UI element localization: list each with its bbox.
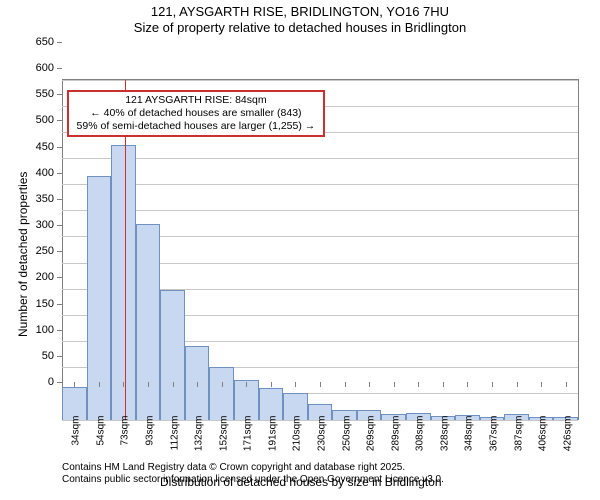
y-tick-mark	[57, 225, 62, 226]
footer-line-1: Contains HM Land Registry data © Crown c…	[62, 462, 444, 474]
chart-titles: 121, AYSGARTH RISE, BRIDLINGTON, YO16 7H…	[0, 0, 600, 37]
x-tick-mark	[541, 382, 542, 387]
x-tick-mark	[418, 382, 419, 387]
x-tick-mark	[222, 382, 223, 387]
x-tick-label: 191sqm	[267, 416, 278, 462]
x-tick-mark	[197, 382, 198, 387]
callout-line: ← 40% of detached houses are smaller (84…	[73, 107, 319, 120]
x-tick-label: 289sqm	[390, 416, 401, 462]
y-tick-label: 500	[28, 114, 54, 126]
x-tick-label: 93sqm	[145, 416, 156, 462]
y-tick-mark	[57, 199, 62, 200]
gridline	[62, 158, 578, 159]
x-tick-label: 348sqm	[464, 416, 475, 462]
x-tick-mark	[74, 382, 75, 387]
y-tick-mark	[57, 330, 62, 331]
x-tick-label: 73sqm	[120, 416, 131, 462]
y-tick-label: 400	[28, 167, 54, 179]
title-line-2: Size of property relative to detached ho…	[0, 20, 600, 36]
y-tick-mark	[57, 147, 62, 148]
y-tick-label: 300	[28, 219, 54, 231]
y-tick-label: 200	[28, 271, 54, 283]
x-tick-mark	[173, 382, 174, 387]
y-tick-mark	[57, 277, 62, 278]
y-tick-mark	[57, 251, 62, 252]
y-tick-mark	[57, 382, 62, 383]
y-tick-mark	[57, 42, 62, 43]
x-tick-label: 171sqm	[243, 416, 254, 462]
x-tick-mark	[271, 382, 272, 387]
y-tick-label: 450	[28, 141, 54, 153]
x-tick-mark	[566, 382, 567, 387]
gridline	[62, 210, 578, 211]
y-tick-label: 150	[28, 298, 54, 310]
x-tick-label: 54sqm	[95, 416, 106, 462]
x-tick-label: 406sqm	[538, 416, 549, 462]
x-tick-mark	[320, 382, 321, 387]
y-tick-label: 50	[28, 350, 54, 362]
x-tick-label: 367sqm	[489, 416, 500, 462]
x-tick-mark	[246, 382, 247, 387]
plot-area: 121 AYSGARTH RISE: 84sqm← 40% of detache…	[62, 79, 579, 420]
y-tick-label: 250	[28, 245, 54, 257]
y-tick-mark	[57, 94, 62, 95]
y-tick-mark	[57, 68, 62, 69]
histogram-bar	[136, 224, 161, 419]
x-tick-label: 210sqm	[292, 416, 303, 462]
x-tick-mark	[467, 382, 468, 387]
x-tick-label: 328sqm	[439, 416, 450, 462]
y-tick-mark	[57, 173, 62, 174]
y-tick-label: 350	[28, 193, 54, 205]
x-tick-label: 426sqm	[562, 416, 573, 462]
y-tick-mark	[57, 304, 62, 305]
callout-box: 121 AYSGARTH RISE: 84sqm← 40% of detache…	[67, 90, 325, 137]
x-tick-label: 387sqm	[513, 416, 524, 462]
gridline	[62, 80, 578, 81]
x-tick-label: 230sqm	[317, 416, 328, 462]
x-tick-mark	[369, 382, 370, 387]
callout-line: 121 AYSGARTH RISE: 84sqm	[73, 94, 319, 107]
y-tick-label: 550	[28, 88, 54, 100]
x-tick-mark	[123, 382, 124, 387]
histogram-bar	[160, 290, 185, 420]
y-tick-mark	[57, 120, 62, 121]
footer: Contains HM Land Registry data © Crown c…	[62, 462, 444, 486]
x-tick-label: 132sqm	[194, 416, 205, 462]
x-tick-mark	[517, 382, 518, 387]
x-tick-mark	[394, 382, 395, 387]
callout-line: 59% of semi-detached houses are larger (…	[73, 120, 319, 133]
y-tick-label: 650	[28, 36, 54, 48]
y-tick-mark	[57, 356, 62, 357]
y-tick-label: 0	[28, 376, 54, 388]
x-tick-label: 152sqm	[218, 416, 229, 462]
x-tick-label: 250sqm	[341, 416, 352, 462]
title-line-1: 121, AYSGARTH RISE, BRIDLINGTON, YO16 7H…	[0, 4, 600, 20]
x-tick-label: 269sqm	[366, 416, 377, 462]
y-tick-label: 600	[28, 62, 54, 74]
x-tick-mark	[148, 382, 149, 387]
x-tick-label: 34sqm	[71, 416, 82, 462]
footer-line-2: Contains public sector information licen…	[62, 474, 444, 486]
x-tick-mark	[492, 382, 493, 387]
histogram-bar	[209, 367, 234, 419]
x-tick-mark	[99, 382, 100, 387]
histogram-bar	[111, 145, 136, 420]
gridline	[62, 184, 578, 185]
y-tick-label: 100	[28, 324, 54, 336]
x-tick-label: 112sqm	[169, 416, 180, 462]
x-tick-mark	[295, 382, 296, 387]
plot-border-left	[62, 80, 63, 420]
x-tick-mark	[345, 382, 346, 387]
x-tick-label: 308sqm	[415, 416, 426, 462]
x-tick-mark	[443, 382, 444, 387]
